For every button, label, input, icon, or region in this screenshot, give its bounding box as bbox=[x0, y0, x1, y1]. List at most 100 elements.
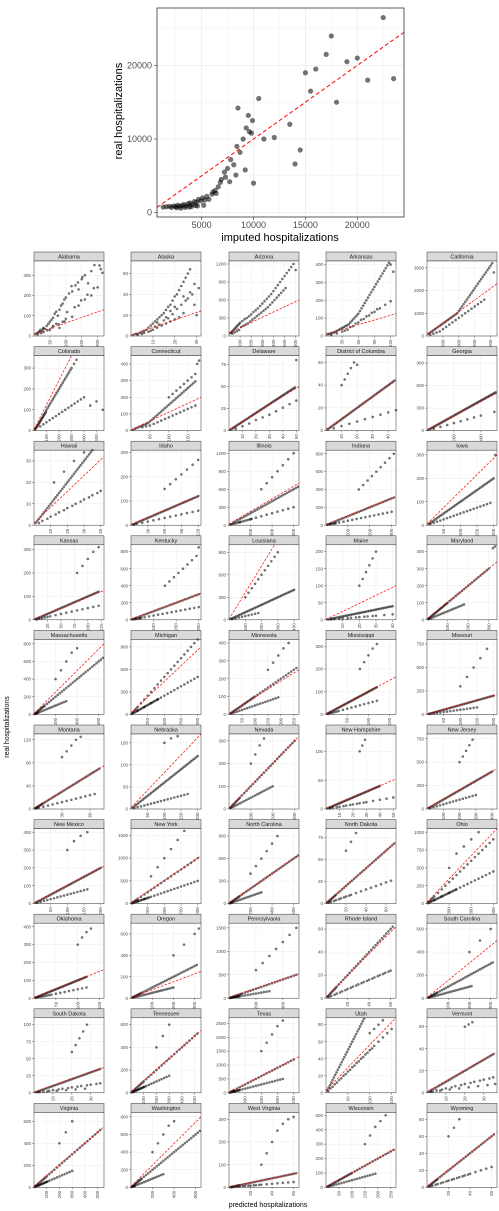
facet-data-point bbox=[240, 615, 244, 619]
facet-x-tick-label: 50 bbox=[47, 339, 52, 345]
facet-data-point bbox=[179, 1145, 182, 1149]
facet-panel-background bbox=[427, 923, 497, 999]
facet-strip-label: New Mexico bbox=[54, 822, 84, 828]
facet-y-tick-label: 0 bbox=[223, 901, 226, 906]
facet-data-point bbox=[241, 994, 244, 998]
facet-data-point bbox=[447, 323, 451, 326]
top-data-point bbox=[323, 51, 329, 57]
facet-data-point bbox=[247, 513, 250, 516]
facet-data-point bbox=[86, 293, 89, 296]
facet-data-point bbox=[270, 560, 273, 563]
facet-data-point bbox=[155, 326, 159, 329]
facet-y-tick-label: 600 bbox=[218, 298, 226, 303]
facet-strip-label: Wyoming bbox=[451, 1106, 474, 1112]
facet-data-point bbox=[273, 555, 276, 559]
facet-data-point bbox=[70, 1119, 74, 1123]
facet-panel-border bbox=[130, 544, 202, 621]
facet-data-point bbox=[369, 886, 373, 890]
facet-data-point bbox=[38, 425, 42, 428]
facet-data-point bbox=[182, 943, 186, 946]
facet-data-point bbox=[74, 1043, 77, 1047]
facet-data-point bbox=[337, 1065, 341, 1069]
facet-data-point bbox=[91, 550, 95, 554]
facet-panel-background bbox=[326, 355, 396, 431]
facet-panel-border bbox=[33, 733, 105, 810]
facet-data-point bbox=[329, 1087, 332, 1090]
facet-data-point bbox=[184, 276, 187, 279]
facet-data-point bbox=[358, 615, 361, 619]
facet-data-point bbox=[387, 970, 390, 973]
facet-data-point bbox=[255, 892, 259, 896]
facet-data-point bbox=[260, 879, 263, 883]
facet-y-tick-label: 300 bbox=[416, 566, 424, 571]
facet-x-tick-label: 50 bbox=[239, 717, 244, 723]
facet-reference-line bbox=[325, 496, 397, 525]
facet-data-point bbox=[58, 991, 62, 995]
facet-data-point bbox=[168, 580, 171, 583]
facet-data-point bbox=[79, 834, 82, 838]
facet-data-point bbox=[477, 830, 480, 834]
facet-data-point bbox=[248, 320, 252, 323]
facet-x-tick-label: 300 bbox=[488, 1001, 493, 1009]
facet-x-tick-label: 200 bbox=[171, 1001, 176, 1009]
facet-data-point bbox=[349, 1042, 353, 1046]
facet-data-point bbox=[383, 613, 386, 617]
facet-data-point bbox=[455, 708, 459, 712]
facet-data-point bbox=[367, 654, 370, 657]
facet-data-point bbox=[260, 991, 263, 994]
facet-y-tick-label: 200 bbox=[315, 505, 323, 510]
facet-data-point bbox=[180, 284, 183, 288]
facet-y-tick-label: 1000 bbox=[414, 830, 425, 835]
facet-data-point bbox=[353, 1064, 356, 1067]
facet-data-point bbox=[358, 584, 361, 588]
facet-y-tick-label: 300 bbox=[315, 280, 323, 285]
facet-y-tick-label: 1000 bbox=[118, 856, 129, 861]
facet-y-tick-label: 40 bbox=[419, 1151, 425, 1156]
facet-reference-line bbox=[426, 454, 498, 525]
facet-data-point bbox=[72, 362, 76, 366]
facet-reference-line bbox=[325, 585, 397, 620]
facet-y-tick-label: 900 bbox=[218, 280, 226, 285]
facet-data-point bbox=[82, 498, 86, 501]
facet-data-point bbox=[257, 578, 260, 581]
facet-y-tick-label: 200 bbox=[23, 293, 31, 298]
facet-data-point bbox=[41, 327, 45, 331]
facet-reference-line bbox=[426, 283, 498, 336]
facet-data-point bbox=[150, 1082, 153, 1086]
facet-y-tick-label: 80 bbox=[419, 1117, 425, 1122]
facet-data-point bbox=[353, 1178, 356, 1181]
facet-y-tick-label: 0 bbox=[421, 807, 424, 812]
facet-data-point bbox=[337, 709, 341, 713]
facet-y-tick-label: 120 bbox=[23, 737, 31, 742]
facet-data-point bbox=[167, 415, 171, 419]
facet-x-tick-label: 500 bbox=[282, 339, 287, 347]
facet-data-point bbox=[435, 331, 438, 334]
facet-data-point bbox=[81, 461, 84, 465]
facet-data-point bbox=[475, 284, 478, 288]
facet-data-point bbox=[436, 891, 440, 895]
facet-data-point bbox=[149, 690, 153, 694]
facet-data-point bbox=[377, 1023, 380, 1026]
facet-x-tick-label: 200 bbox=[249, 339, 254, 347]
facet-data-point bbox=[365, 298, 368, 302]
facet-data-point bbox=[69, 476, 72, 480]
facet-y-tick-label: 20 bbox=[419, 1168, 425, 1173]
facet-y-tick-label: 300 bbox=[218, 658, 226, 663]
facet-y-tick-label: 0 bbox=[223, 428, 226, 433]
facet-data-point bbox=[267, 295, 271, 298]
facet-data-point bbox=[143, 804, 146, 807]
facet-data-point bbox=[80, 987, 84, 990]
facet-data-point bbox=[471, 738, 474, 741]
facet-data-point bbox=[42, 899, 46, 903]
facet-data-point bbox=[466, 863, 469, 866]
facet-y-tick-label: 600 bbox=[23, 1119, 31, 1124]
facet-y-tick-label: 300 bbox=[315, 1142, 323, 1147]
facet-y-tick-label: 1500 bbox=[216, 925, 227, 930]
facet-data-point bbox=[253, 582, 257, 586]
facet-data-point bbox=[188, 607, 192, 611]
facet-data-point bbox=[163, 694, 166, 697]
facet-data-point bbox=[48, 328, 52, 332]
facet-reference-line bbox=[228, 854, 300, 904]
facet-data-point bbox=[344, 884, 348, 888]
